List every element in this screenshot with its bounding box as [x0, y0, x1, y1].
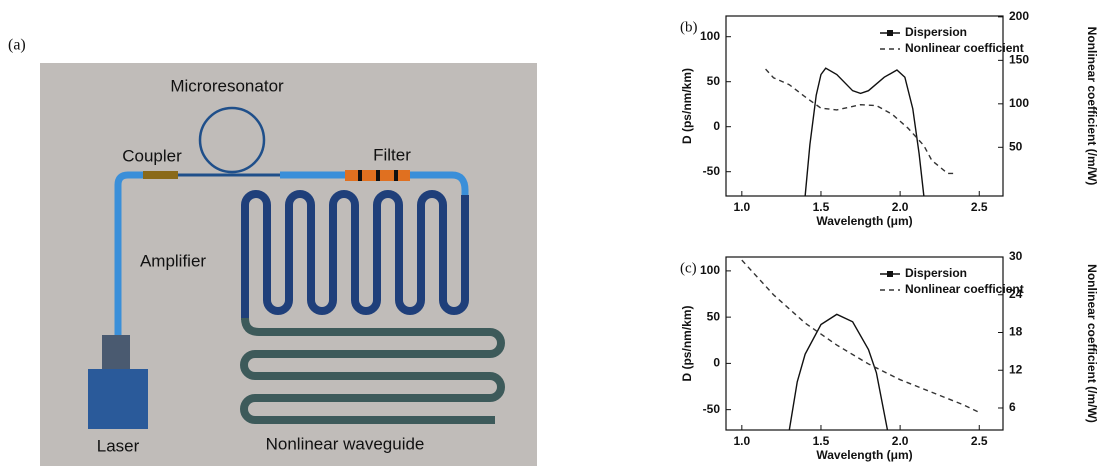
component-label: Amplifier [140, 251, 206, 270]
x-tick-label: 2.0 [892, 434, 909, 448]
y-axis-label: D (ps/nm/km) [680, 68, 694, 144]
legend-label: Nonlinear coefficient [905, 41, 1024, 55]
x-axis-label: Wavelength (μm) [816, 448, 912, 462]
laser [88, 369, 148, 429]
figure: (a) Microresonator Coupler Filter Amplif… [0, 0, 1106, 468]
y2-tick-label: 12 [1009, 362, 1023, 376]
y2-tick-label: 100 [1009, 96, 1029, 110]
legend-marker [887, 271, 893, 277]
component-label: Laser [97, 436, 140, 455]
legend-label: Dispersion [905, 266, 967, 280]
legend-label: Dispersion [905, 25, 967, 39]
y-tick-label: 100 [700, 263, 720, 277]
data-line [789, 314, 887, 430]
panel-label: (c) [680, 260, 697, 276]
x-tick-label: 2.5 [971, 200, 988, 214]
y-tick-label: -50 [703, 402, 721, 416]
legend-label: Nonlinear coefficient [905, 282, 1024, 296]
x-tick-label: 1.5 [813, 200, 830, 214]
y2-tick-label: 6 [1009, 400, 1016, 414]
y2-axis-label: Nonlinear coefficient (/m/W) [1085, 264, 1099, 423]
y-axis-label: D (ps/nm/km) [680, 305, 694, 381]
y-tick-label: 50 [707, 309, 721, 323]
x-tick-label: 1.0 [733, 200, 750, 214]
panel-label: (a) [8, 37, 26, 54]
x-axis-label: Wavelength (μm) [816, 214, 912, 228]
component-label: Microresonator [170, 76, 284, 95]
y2-tick-label: 50 [1009, 139, 1023, 153]
x-tick-label: 1.0 [733, 434, 750, 448]
y-tick-label: 100 [700, 29, 720, 43]
data-line [805, 68, 924, 196]
filter-grating [394, 170, 398, 181]
y-tick-label: 0 [713, 119, 720, 133]
legend-marker [887, 30, 893, 36]
laser-head [102, 335, 130, 369]
y2-axis-label: Nonlinear coefficient (/m/W) [1085, 27, 1099, 186]
data-line [766, 69, 956, 173]
filter-grating [358, 170, 362, 181]
y-tick-label: -50 [703, 164, 721, 178]
component-label: Filter [373, 145, 411, 164]
x-tick-label: 2.0 [892, 200, 909, 214]
y2-tick-label: 30 [1009, 249, 1023, 263]
component-label: Coupler [122, 146, 182, 165]
x-tick-label: 2.5 [971, 434, 988, 448]
y2-tick-label: 200 [1009, 9, 1029, 23]
x-tick-label: 1.5 [813, 434, 830, 448]
panel-label: (b) [680, 19, 698, 35]
y-tick-label: 50 [707, 74, 721, 88]
filter-grating [376, 170, 380, 181]
y2-tick-label: 18 [1009, 325, 1023, 339]
coupler [143, 171, 178, 179]
component-label: Nonlinear waveguide [266, 434, 425, 453]
y-tick-label: 0 [713, 356, 720, 370]
